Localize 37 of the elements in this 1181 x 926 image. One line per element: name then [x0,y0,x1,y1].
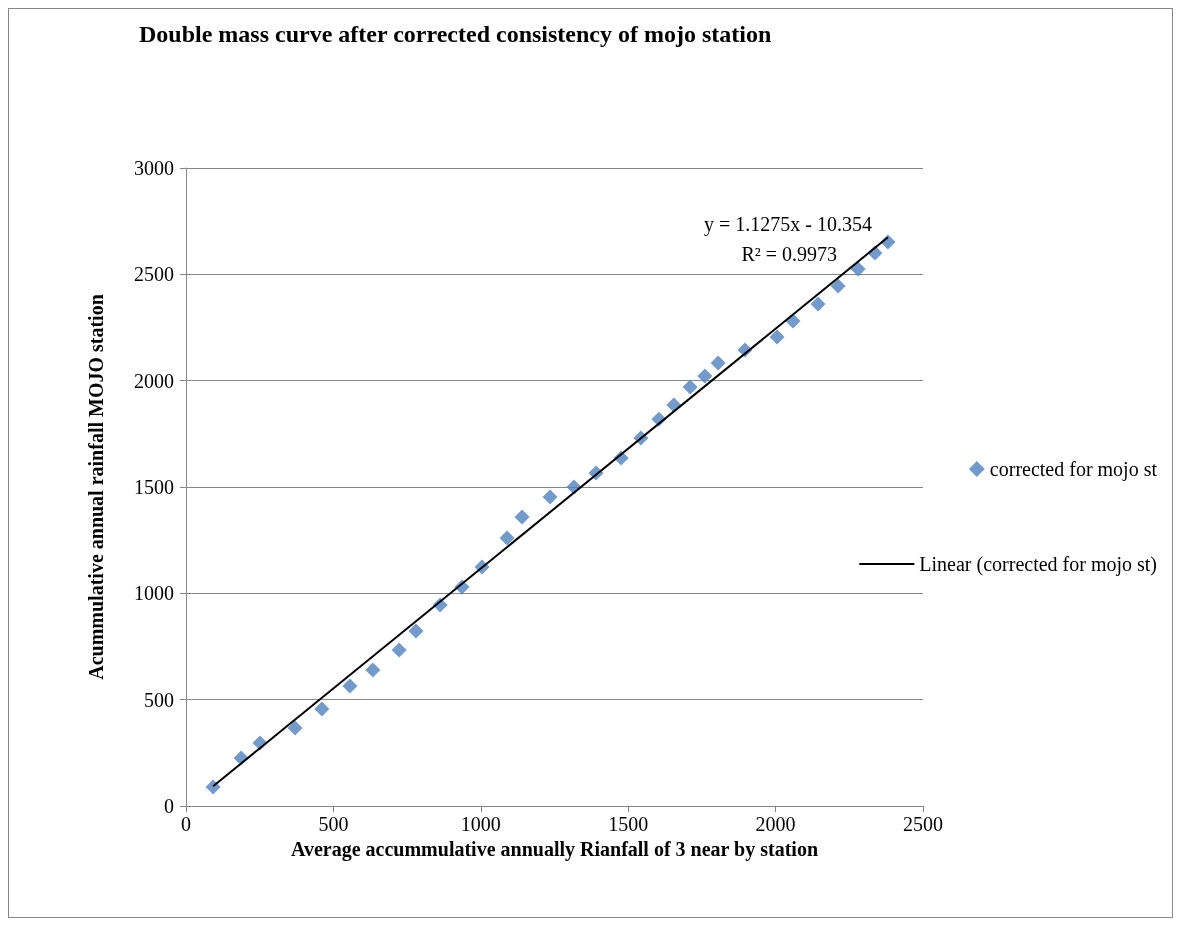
point [850,261,866,277]
point [205,779,221,795]
x-tick-label: 1500 [608,813,649,835]
x-tick-label: 2500 [903,813,943,835]
annotation: y = 1.1275x - 10.354 [704,213,873,236]
point [769,329,785,345]
point [391,642,407,658]
point [710,355,726,371]
point [830,278,846,294]
legend-label: corrected for mojo st [989,458,1158,481]
point [287,720,303,736]
x-tick-label: 1000 [460,813,501,835]
x-tick-label: 500 [318,813,349,835]
point [697,368,713,384]
point [682,379,698,395]
chart-title: Double mass curve after corrected consistency of mojo station [139,21,772,47]
point [514,509,530,525]
point [408,623,424,639]
point [365,662,381,678]
legend-label: Linear (corrected for mojo st) [919,553,1158,576]
y-axis-title: Acummulative annual rainfall MOJO station [85,294,107,680]
y-tick-label: 0 [164,795,174,817]
point [342,678,358,694]
x-axis-title: Average accummulative annually Rianfall of 3 near by station [290,837,819,861]
point [810,296,826,312]
y-tick-label: 500 [144,688,174,711]
x-tick-label: 2000 [755,813,796,835]
point [499,530,515,546]
annotation: R² = 0.9973 [741,243,838,265]
point [542,489,558,505]
y-tick-label: 1500 [134,476,174,498]
y-tick-label: 2000 [134,369,174,392]
y-tick-label: 1000 [134,582,174,605]
y-tick-label: 2500 [134,263,174,286]
x-tick-label: 0 [181,813,191,835]
y-tick-label: 3000 [134,157,174,179]
point [314,701,330,717]
